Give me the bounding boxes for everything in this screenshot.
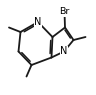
Text: N: N — [34, 17, 42, 27]
Text: N: N — [60, 46, 68, 57]
Text: Br: Br — [59, 8, 70, 17]
